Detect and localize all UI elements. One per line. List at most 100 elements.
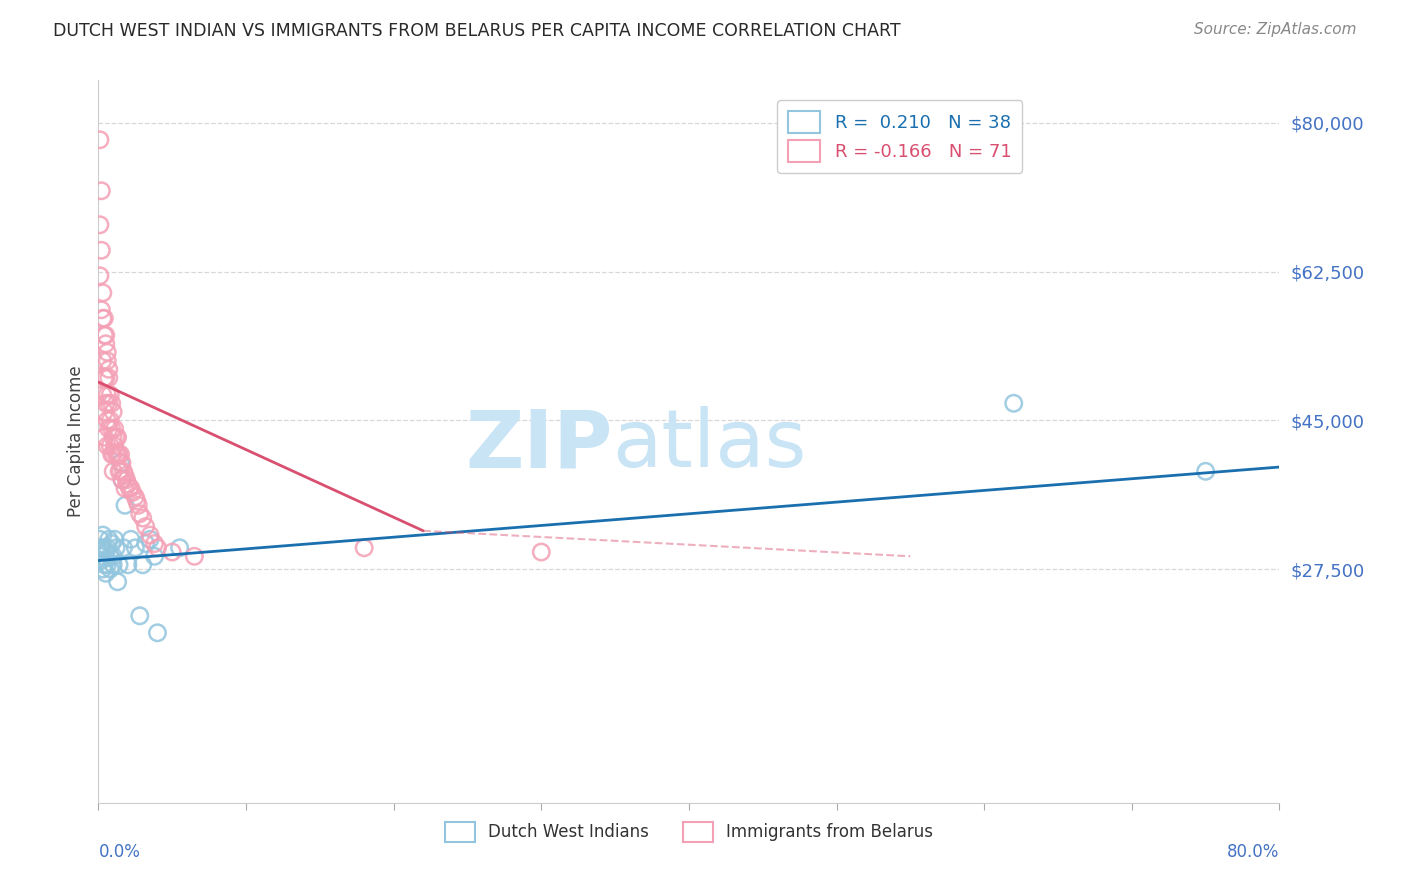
Point	[125, 494, 148, 508]
Point	[89, 268, 111, 283]
Point	[104, 533, 127, 547]
Point	[139, 533, 162, 547]
Point	[108, 447, 131, 461]
Point	[93, 558, 115, 572]
Point	[103, 549, 125, 564]
Point	[93, 430, 115, 444]
Point	[135, 536, 157, 550]
Point	[103, 430, 125, 444]
Point	[91, 285, 114, 300]
Point	[120, 481, 142, 495]
Point	[128, 507, 150, 521]
Point	[114, 481, 136, 495]
Point	[94, 545, 117, 559]
Point	[100, 396, 122, 410]
Point	[107, 430, 129, 444]
Point	[118, 481, 141, 495]
Point	[143, 536, 166, 550]
Point	[93, 541, 115, 555]
Point	[90, 302, 112, 317]
Point	[98, 562, 121, 576]
Point	[90, 541, 112, 555]
Point	[90, 184, 112, 198]
Text: Source: ZipAtlas.com: Source: ZipAtlas.com	[1194, 22, 1357, 37]
Point	[94, 328, 117, 343]
Point	[121, 485, 143, 500]
Point	[112, 541, 135, 555]
Point	[90, 244, 112, 258]
Point	[93, 405, 115, 419]
Point	[98, 413, 121, 427]
Point	[146, 541, 169, 555]
Point	[103, 405, 125, 419]
Point	[89, 218, 111, 232]
Point	[1195, 464, 1218, 478]
Point	[114, 468, 136, 483]
Point	[135, 519, 157, 533]
Point	[96, 558, 118, 572]
Point	[91, 528, 114, 542]
Point	[124, 541, 146, 555]
Point	[96, 388, 118, 402]
Point	[98, 439, 121, 453]
Point	[183, 549, 205, 564]
Text: 80.0%: 80.0%	[1227, 843, 1279, 861]
Point	[93, 311, 115, 326]
Text: 0.0%: 0.0%	[98, 843, 141, 861]
Text: DUTCH WEST INDIAN VS IMMIGRANTS FROM BELARUS PER CAPITA INCOME CORRELATION CHART: DUTCH WEST INDIAN VS IMMIGRANTS FROM BEL…	[53, 22, 901, 40]
Point	[100, 536, 122, 550]
Point	[96, 353, 118, 368]
Point	[1002, 396, 1025, 410]
Point	[162, 545, 183, 559]
Point	[96, 541, 118, 555]
Legend: Dutch West Indians, Immigrants from Belarus: Dutch West Indians, Immigrants from Bela…	[439, 815, 939, 848]
Point	[117, 477, 139, 491]
Point	[94, 371, 117, 385]
Point	[112, 464, 135, 478]
Point	[115, 473, 138, 487]
Point	[94, 336, 117, 351]
Point	[89, 133, 111, 147]
Point	[93, 371, 115, 385]
Point	[114, 498, 136, 512]
Point	[111, 473, 134, 487]
Point	[139, 528, 162, 542]
Point	[97, 533, 120, 547]
Point	[111, 456, 134, 470]
Point	[94, 566, 117, 581]
Point	[107, 447, 129, 461]
Point	[530, 545, 553, 559]
Point	[91, 562, 114, 576]
Text: ZIP: ZIP	[465, 406, 612, 484]
Point	[89, 533, 111, 547]
Point	[128, 608, 150, 623]
Point	[169, 541, 191, 555]
Point	[111, 473, 134, 487]
Point	[100, 447, 122, 461]
Point	[124, 490, 146, 504]
Point	[104, 439, 127, 453]
Point	[110, 456, 132, 470]
Point	[104, 422, 127, 436]
Point	[96, 413, 118, 427]
Point	[94, 396, 117, 410]
Point	[98, 388, 121, 402]
Point	[105, 430, 128, 444]
Point	[127, 498, 149, 512]
Point	[103, 558, 125, 572]
Point	[103, 447, 125, 461]
Point	[108, 464, 131, 478]
Point	[103, 464, 125, 478]
Point	[98, 549, 121, 564]
Point	[90, 553, 112, 567]
Point	[97, 362, 120, 376]
Point	[132, 511, 155, 525]
Point	[108, 558, 131, 572]
Point	[110, 447, 132, 461]
Text: atlas: atlas	[612, 406, 807, 484]
Point	[97, 396, 120, 410]
Point	[105, 541, 128, 555]
Point	[143, 549, 166, 564]
Point	[117, 558, 139, 572]
Point	[91, 388, 114, 402]
